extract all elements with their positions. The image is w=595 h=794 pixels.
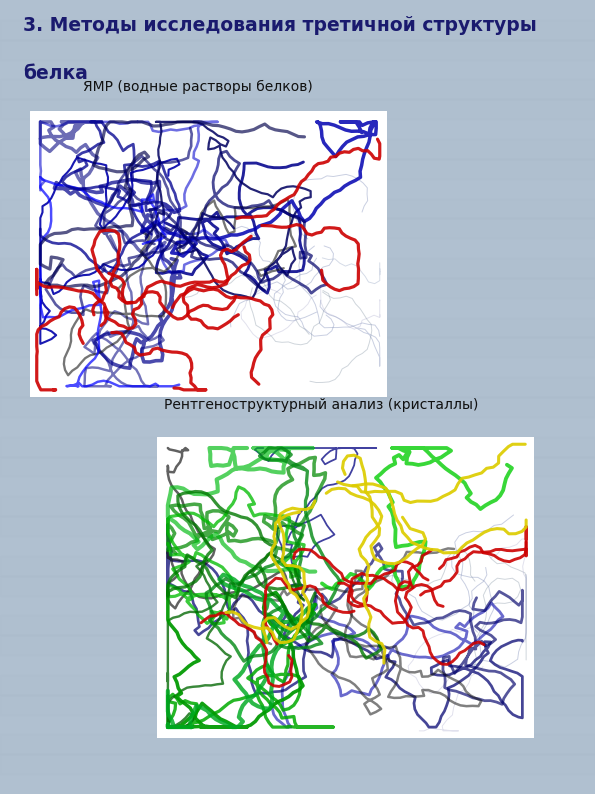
Bar xyxy=(0,437,595,457)
Bar xyxy=(0,198,595,218)
Bar xyxy=(0,377,595,397)
Bar xyxy=(0,20,595,40)
Text: 3. Методы исследования третичной структуры: 3. Методы исследования третичной структу… xyxy=(23,16,537,35)
Text: белка: белка xyxy=(23,64,88,83)
Bar xyxy=(0,615,595,635)
Bar xyxy=(0,337,595,357)
Bar xyxy=(0,675,595,695)
Bar xyxy=(0,596,595,615)
Bar xyxy=(0,774,595,794)
Bar xyxy=(0,536,595,556)
Bar xyxy=(0,139,595,159)
Bar xyxy=(0,635,595,655)
Text: Рентгеноструктурный анализ (кристаллы): Рентгеноструктурный анализ (кристаллы) xyxy=(164,398,478,412)
Bar xyxy=(0,0,595,20)
Bar xyxy=(0,556,595,576)
Bar xyxy=(0,516,595,536)
Bar xyxy=(0,179,595,198)
Bar xyxy=(0,357,595,377)
Bar xyxy=(0,655,595,675)
Text: ЯМР (водные растворы белков): ЯМР (водные растворы белков) xyxy=(83,80,313,94)
Bar xyxy=(0,754,595,774)
Bar xyxy=(0,397,595,417)
Bar xyxy=(0,258,595,278)
Bar xyxy=(0,238,595,258)
Bar xyxy=(0,417,595,437)
Bar xyxy=(0,278,595,298)
Bar xyxy=(0,159,595,179)
Bar xyxy=(0,318,595,337)
Bar xyxy=(0,40,595,60)
Bar xyxy=(0,298,595,318)
Bar xyxy=(0,457,595,476)
Bar xyxy=(0,79,595,99)
Bar xyxy=(0,476,595,496)
Bar xyxy=(0,576,595,596)
Bar xyxy=(0,60,595,79)
Bar xyxy=(0,99,595,119)
Bar xyxy=(0,715,595,734)
Bar xyxy=(0,734,595,754)
Bar xyxy=(0,218,595,238)
Bar xyxy=(0,695,595,715)
Bar xyxy=(0,496,595,516)
Bar xyxy=(0,119,595,139)
